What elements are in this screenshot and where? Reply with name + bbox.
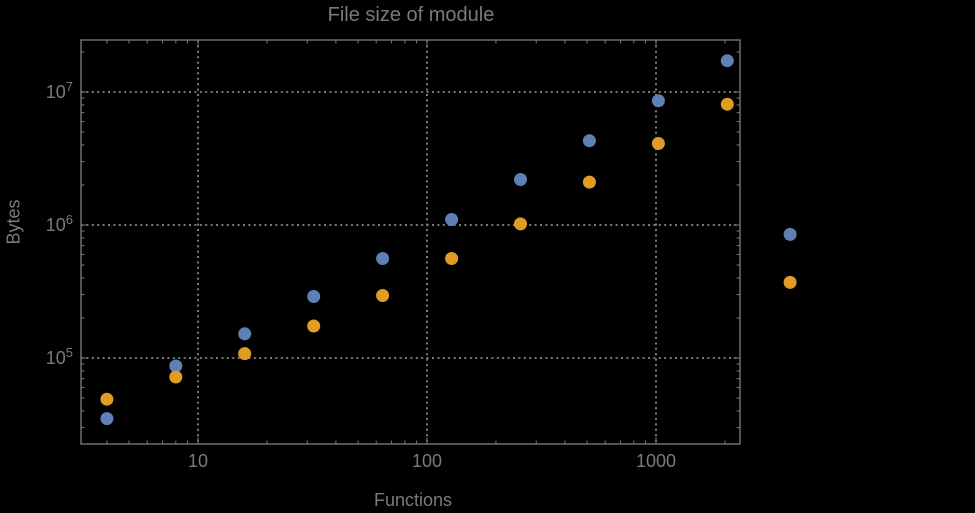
data-point-orange-x512: [582, 175, 596, 189]
chart-title: File size of module: [327, 4, 495, 26]
data-point-blue-x512: [582, 134, 596, 148]
data-point-blue-x1024: [651, 94, 665, 108]
data-point-orange-x2048: [720, 97, 734, 111]
data-point-blue-x2048: [720, 54, 734, 68]
data-point-blue-x256: [514, 173, 527, 186]
data-point-blue-x8: [169, 359, 183, 373]
x-tick-label-100: 100: [411, 451, 443, 471]
data-point-blue-x3850: [783, 227, 797, 241]
data-point-blue-x128: [445, 213, 459, 226]
data-point-orange-x3850: [783, 275, 797, 289]
data-point-blue-x32: [307, 290, 321, 303]
x-tick-label-10: 10: [187, 451, 209, 471]
data-point-blue-x4: [100, 412, 114, 426]
x-tick-label-1000: 1000: [635, 451, 677, 471]
x-axis-label: Functions: [373, 490, 453, 510]
data-point-orange-x16: [238, 347, 252, 361]
y-axis-label: Bytes: [3, 199, 24, 245]
data-point-orange-x256: [514, 217, 527, 231]
y-tick-label-1e5: 105: [45, 345, 73, 368]
y-tick-label-1e7: 107: [45, 79, 73, 102]
data-point-blue-x16: [238, 327, 252, 341]
y-tick-label-1e6: 106: [45, 212, 73, 235]
data-point-orange-x4: [100, 392, 114, 406]
data-point-orange-x8: [169, 370, 183, 384]
data-point-orange-x1024: [651, 137, 665, 150]
data-point-orange-x64: [376, 289, 390, 302]
data-point-blue-x64: [376, 252, 390, 265]
plot-frame: [80, 39, 741, 445]
data-point-orange-x128: [445, 252, 459, 265]
data-point-orange-x32: [307, 319, 321, 333]
